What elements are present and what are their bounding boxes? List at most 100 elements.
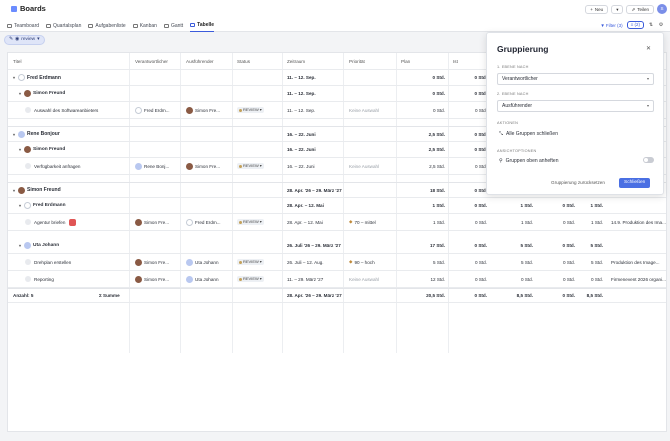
- priority-icon: ◆: [349, 219, 353, 224]
- task-icon: [25, 163, 31, 169]
- tab-aufgabenliste[interactable]: Aufgabenliste: [88, 19, 126, 32]
- status-dot-icon: [239, 164, 242, 168]
- filter-button[interactable]: ▼ Filter (3): [600, 22, 623, 28]
- status-badge[interactable]: REVIEW ▾: [237, 107, 264, 113]
- subgroup-row[interactable]: ▾ Uta Johann 26. Juli '26 – 29. März '27 …: [8, 238, 666, 254]
- status-badge[interactable]: REVIEW ▾: [237, 163, 264, 169]
- status-dot-icon: [239, 260, 242, 264]
- layers-icon: ≡: [630, 22, 634, 27]
- tab-teamboard[interactable]: Teamboard: [7, 19, 39, 32]
- sort-icon[interactable]: ⇅: [648, 22, 654, 28]
- row-count: Anzahl: 5: [13, 293, 34, 298]
- level1-label: 1. EBENE NACH: [497, 65, 529, 69]
- chevron-down-icon[interactable]: ▾: [13, 75, 16, 80]
- new-dropdown-button[interactable]: ▾: [611, 4, 624, 14]
- gantt-icon: [163, 23, 169, 28]
- reset-grouping-button[interactable]: Gruppierung zurücksetzen: [551, 180, 605, 185]
- column-header-priority[interactable]: Priorität: [349, 58, 365, 64]
- group-button[interactable]: ≡ (2): [626, 21, 644, 29]
- view-options-label: ANSICHTOPTIONEN: [497, 149, 537, 153]
- avatar: [135, 162, 142, 170]
- task-icon: [25, 219, 31, 225]
- table-row[interactable]: Reporting Simon Fre... Uta Johann REVIEW…: [8, 271, 666, 288]
- status-icon: ◉: [15, 37, 20, 42]
- avatar: [135, 258, 142, 266]
- table-row[interactable]: Auswahl des Softwareanbieters Fred Erdm.…: [8, 102, 666, 119]
- pin-groups-toggle[interactable]: [643, 157, 654, 163]
- subgroup-row[interactable]: ▾ Simon Freund 16. – 22. Juni 2,5 Std. 0 …: [8, 142, 666, 158]
- chevron-down-icon: ▾: [646, 103, 649, 108]
- kanban-icon: [132, 23, 138, 28]
- toolbar-right: ▼ Filter (3) ≡ (2) ⇅ ⚙: [600, 21, 664, 29]
- tab-tabelle[interactable]: Tabelle: [190, 19, 215, 32]
- chevron-down-icon[interactable]: ▾: [13, 187, 16, 193]
- chevron-down-icon[interactable]: ▾: [13, 131, 16, 137]
- column-header-period[interactable]: Zeitraum: [287, 58, 306, 64]
- avatar: [186, 275, 193, 283]
- group-row[interactable]: ▾ Fred Erdmann 11. – 12. Sep. 0 Std. 0 St…: [8, 70, 666, 86]
- tab-gantt[interactable]: Gantt: [163, 19, 183, 32]
- board-icon: [7, 23, 12, 28]
- status-dot-icon: [239, 220, 242, 224]
- table-footer: Anzahl: 5 Σ Summe 28. Apr. '26 – 29. Mär…: [8, 288, 666, 303]
- chevron-down-icon[interactable]: ▾: [19, 203, 22, 208]
- document-icon: [46, 23, 52, 28]
- avatar: [135, 106, 142, 114]
- close-icon[interactable]: ✕: [645, 46, 651, 52]
- avatar: [18, 186, 26, 194]
- plus-icon: +: [590, 6, 593, 12]
- avatar: [18, 74, 26, 81]
- pin-groups-row: ⚲ Gruppen oben anheften: [499, 157, 654, 164]
- column-header-actual[interactable]: Ist: [453, 58, 458, 64]
- status-dot-icon: [239, 108, 242, 112]
- status-badge[interactable]: REVIEW ▾: [237, 276, 264, 282]
- avatar: [186, 162, 193, 170]
- flag-icon[interactable]: [69, 218, 77, 226]
- chevron-down-icon[interactable]: ▾: [19, 243, 22, 248]
- level2-select[interactable]: Ausführender ▾: [497, 100, 654, 112]
- table-row[interactable]: Agentur briefen Simon Fre... Fred Erdm..…: [8, 214, 666, 231]
- column-header-status[interactable]: Status: [237, 58, 251, 64]
- share-icon: ⇗: [631, 6, 636, 12]
- share-button[interactable]: ⇗ Teilen: [626, 4, 654, 14]
- column-header-owner[interactable]: Verantwortlicher: [135, 58, 168, 64]
- table-row[interactable]: Drehplan erstellen Simon Fre... Uta Joha…: [8, 254, 666, 271]
- app-title: Boards: [20, 4, 46, 13]
- new-button[interactable]: + Neu: [585, 4, 609, 14]
- avatar: [24, 146, 32, 153]
- grouping-panel: Gruppierung ✕ 1. EBENE NACH Verantwortli…: [486, 32, 664, 195]
- sum-selector[interactable]: Σ Summe: [99, 293, 120, 298]
- filter-chip-review[interactable]: ✎ ◉ review ▾: [4, 35, 45, 45]
- edit-icon: ✎: [9, 37, 14, 42]
- column-header-title[interactable]: Titel: [13, 58, 22, 64]
- group-row[interactable]: ▾ Rene Bonjour 16. – 22. Juni 2,5 Std. 0 …: [8, 126, 666, 142]
- chevron-down-icon[interactable]: ▾: [19, 91, 22, 96]
- avatar: [186, 218, 193, 226]
- status-badge[interactable]: REVIEW ▾: [237, 219, 264, 225]
- settings-icon[interactable]: ⚙: [658, 22, 664, 28]
- chevron-down-icon: ▾: [646, 76, 649, 81]
- subgroup-row[interactable]: ▾ Simon Freund 11. – 12. Sep. 0 Std. 0 St…: [8, 86, 666, 102]
- group-row[interactable]: ▾ Simon Freund 28. Apr. '26 – 29. März '2…: [8, 182, 666, 198]
- avatar: [186, 258, 193, 266]
- subgroup-row[interactable]: ▾ Fred Erdmann 28. Apr. – 12. Mai 1 Std. …: [8, 198, 666, 214]
- close-button[interactable]: Schließen: [619, 178, 651, 188]
- table-row[interactable]: Verfügbarkeit anfragen Rene Bonj... Simo…: [8, 158, 666, 175]
- task-icon: [25, 259, 31, 265]
- avatar: [24, 90, 32, 97]
- table-header: Titel Verantwortlicher Ausführender Stat…: [8, 53, 666, 70]
- tab-quartalsplan[interactable]: Quartalsplan: [46, 19, 81, 32]
- collapse-all-groups-button[interactable]: ⤡ Alle Gruppen schließen: [499, 131, 558, 137]
- level1-select[interactable]: Verantwortlicher ▾: [497, 73, 654, 85]
- view-tabs: Teamboard Quartalsplan Aufgabenliste Kan…: [7, 19, 215, 32]
- avatar: [135, 275, 142, 283]
- user-avatar[interactable]: S: [657, 4, 667, 14]
- status-dot-icon: [239, 277, 242, 281]
- chevron-down-icon[interactable]: ▾: [19, 147, 22, 152]
- status-badge[interactable]: REVIEW ▾: [237, 259, 264, 265]
- avatar: [18, 130, 26, 138]
- tab-kanban[interactable]: Kanban: [132, 19, 157, 32]
- column-header-assignee[interactable]: Ausführender: [186, 58, 214, 64]
- filter-icon: ▼: [600, 22, 605, 28]
- column-header-plan[interactable]: Plan: [401, 58, 411, 64]
